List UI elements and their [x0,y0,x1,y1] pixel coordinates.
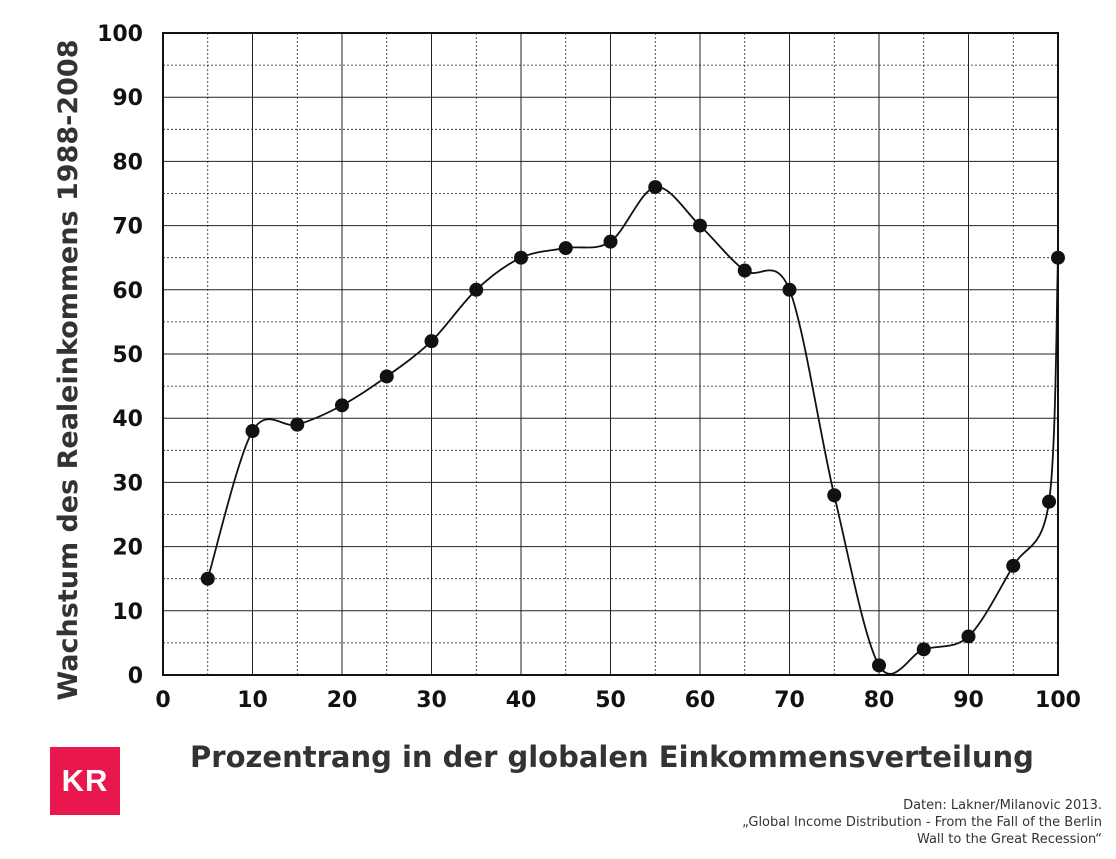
y-tick-label: 60 [112,279,143,304]
y-tick-label: 80 [112,150,143,175]
y-tick-label: 20 [112,536,143,561]
data-point [379,369,394,384]
data-point [1006,558,1021,573]
y-tick-label: 70 [112,215,143,240]
y-tick-label: 30 [112,471,143,496]
data-point [782,282,797,297]
data-point [603,234,618,249]
data-point [1051,250,1065,265]
y-tick-label: 50 [112,343,143,368]
grid [163,33,1058,675]
x-tick-label: 70 [774,688,805,713]
data-point [961,629,976,644]
data-point [245,424,260,439]
x-axis-label: Prozentrang in der globalen Einkommensve… [190,740,1034,774]
data-point [827,488,842,503]
x-tick-label: 20 [327,688,358,713]
source-note: Daten: Lakner/Milanovic 2013. „Global In… [742,797,1102,848]
x-tick-labels: 0 10 20 30 40 50 60 70 80 90 100 [155,688,1081,713]
data-point [558,241,573,256]
data-point [872,658,886,673]
data-point [290,417,305,432]
y-tick-label: 10 [112,600,143,625]
source-line-1: Daten: Lakner/Milanovic 2013. [903,798,1102,813]
data-point [693,218,707,233]
data-point [916,642,931,657]
x-tick-label: 30 [416,688,447,713]
x-tick-label: 80 [864,688,895,713]
source-line-3: Wall to the Great Recession“ [916,832,1102,847]
x-tick-label: 10 [237,688,268,713]
data-point [514,250,528,265]
kr-logo: KR [50,747,120,815]
data-point [424,334,439,349]
x-tick-label: 100 [1035,688,1081,713]
y-tick-label: 40 [112,407,143,432]
x-tick-label: 40 [506,688,537,713]
data-point [737,263,752,278]
source-line-2: „Global Income Distribution - From the F… [742,815,1102,830]
x-tick-label: 90 [953,688,984,713]
x-tick-label: 0 [155,688,170,713]
y-axis-label: Wachstum des Realeinkommens 1988-2008 [53,39,84,700]
data-point [200,571,215,586]
data-point [335,398,349,413]
data-point [469,282,484,297]
x-tick-label: 50 [595,688,626,713]
x-tick-label: 60 [685,688,716,713]
data-point [1042,494,1057,509]
plot-frame [162,32,1059,676]
y-tick-labels: 0 10 20 30 40 50 60 70 80 90 100 [97,22,143,689]
series-line [206,186,1059,675]
data-point [648,180,663,195]
data-points [200,180,1065,673]
y-tick-label: 100 [97,22,143,47]
y-tick-label: 0 [128,664,143,689]
y-tick-label: 90 [112,86,143,111]
